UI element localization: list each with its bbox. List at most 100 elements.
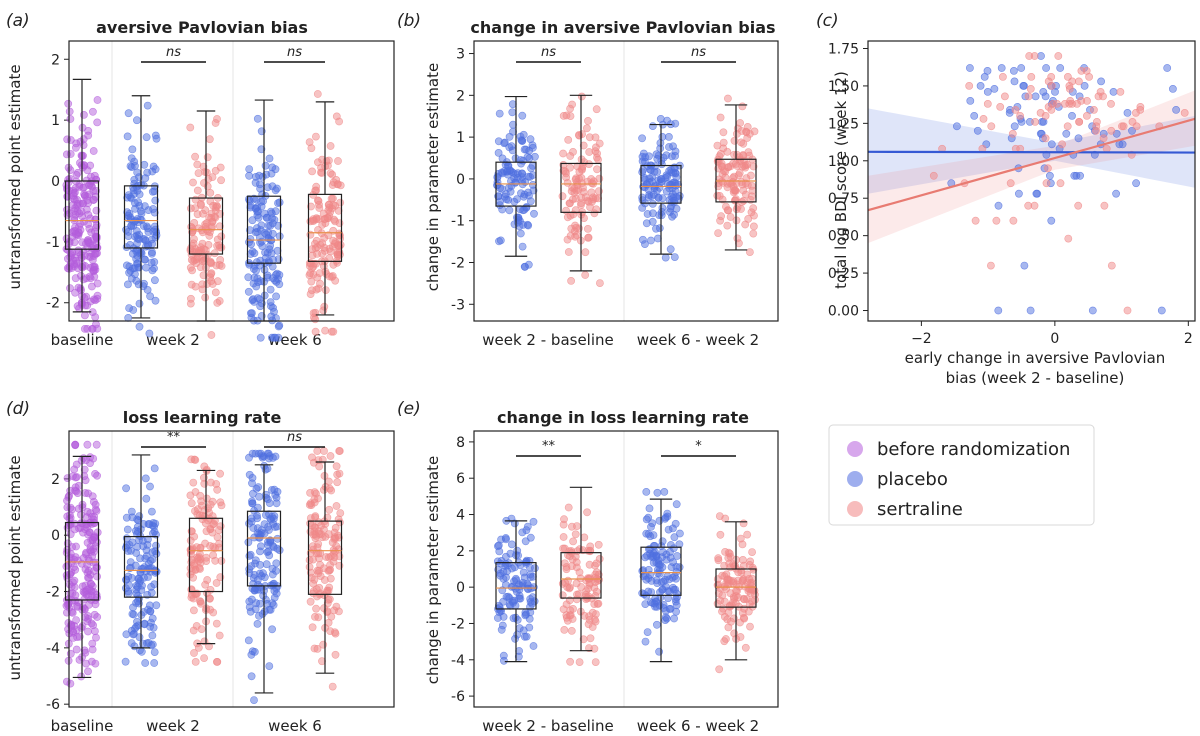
data-point-sertraline [568, 100, 576, 109]
data-point-before-randomization [90, 262, 99, 271]
data-point-placebo [676, 529, 684, 538]
data-point-placebo [520, 205, 529, 214]
data-point-sertraline [213, 235, 222, 244]
data-point-before-randomization [70, 583, 79, 591]
data-point-sertraline [193, 160, 202, 169]
data-point-sertraline [199, 271, 208, 280]
box-week-2-placebo [123, 454, 159, 649]
box-iqr [246, 510, 282, 587]
data-point-sertraline [196, 599, 205, 608]
data-point-sertraline [329, 178, 338, 187]
data-point-sertraline [319, 306, 328, 315]
data-point-before-randomization [90, 519, 99, 528]
data-point-placebo [521, 262, 529, 271]
data-point-sertraline [186, 570, 195, 579]
data-point-placebo [526, 533, 535, 542]
data-point-placebo [152, 134, 161, 143]
data-point-placebo [143, 168, 152, 177]
data-point-sertraline [191, 282, 200, 291]
panel-d-ylabel: untransformed point estimate [6, 455, 24, 680]
data-point-before-randomization [83, 561, 91, 569]
data-point-placebo [262, 213, 271, 222]
data-point-sertraline [749, 565, 758, 574]
scatter-point-sertraline [1030, 201, 1039, 210]
scatter-point-sertraline [971, 216, 980, 225]
data-point-sertraline [335, 533, 343, 542]
data-point-sertraline [192, 590, 201, 599]
scatter-point-sertraline [929, 171, 938, 180]
scatter-point-placebo [1097, 77, 1105, 86]
box-week-2-baseline-placebo [495, 95, 537, 257]
data-point-placebo [271, 207, 280, 216]
data-point-placebo [493, 172, 502, 181]
data-point-sertraline [332, 502, 341, 510]
scatter-point-placebo [1080, 82, 1089, 90]
data-point-placebo [495, 237, 503, 246]
data-point-placebo [132, 116, 141, 125]
data-point-sertraline [566, 163, 574, 172]
data-point-before-randomization [86, 579, 95, 588]
data-point-before-randomization [69, 472, 77, 481]
data-point-placebo [125, 304, 134, 312]
data-point-before-randomization [91, 215, 100, 224]
data-point-placebo [510, 577, 518, 586]
data-point-sertraline [595, 139, 604, 148]
data-point-sertraline [564, 135, 573, 144]
box-iqr [123, 536, 159, 598]
data-point-sertraline [749, 229, 758, 238]
data-point-sertraline [572, 223, 581, 232]
data-point-sertraline [313, 543, 322, 552]
y-tick-label: 2 [456, 544, 465, 560]
data-point-before-randomization [91, 469, 99, 478]
data-point-sertraline [584, 620, 593, 629]
data-point-sertraline [743, 570, 752, 579]
data-point-placebo [529, 642, 538, 650]
data-point-before-randomization [64, 99, 73, 108]
scatter-point-placebo [1157, 306, 1166, 315]
data-point-placebo [250, 249, 259, 258]
data-point-sertraline [327, 194, 336, 203]
significance-label: ns [166, 45, 181, 60]
data-point-placebo [248, 489, 257, 498]
data-point-placebo [266, 302, 275, 310]
data-point-sertraline [325, 505, 334, 514]
data-point-sertraline [202, 494, 211, 503]
data-point-sertraline [331, 524, 340, 532]
data-point-sertraline [186, 123, 195, 132]
data-point-sertraline [210, 212, 219, 221]
data-point-sertraline [594, 599, 603, 608]
scatter-point-sertraline [1092, 126, 1100, 135]
data-point-placebo [638, 168, 647, 176]
scatter-point-sertraline [1083, 112, 1091, 120]
data-point-placebo [660, 487, 669, 496]
data-point-placebo [253, 620, 262, 628]
data-point-sertraline [334, 157, 342, 165]
data-point-sertraline [594, 540, 603, 549]
data-point-sertraline [193, 510, 202, 518]
data-point-sertraline [191, 152, 199, 161]
data-point-sertraline [205, 594, 214, 603]
data-point-placebo [511, 634, 519, 643]
data-point-sertraline [729, 593, 738, 601]
data-point-placebo [123, 525, 132, 534]
data-point-sertraline [571, 530, 580, 539]
data-point-placebo [656, 144, 665, 153]
data-point-placebo [133, 259, 142, 268]
data-point-before-randomization [88, 182, 96, 191]
data-point-sertraline [591, 133, 600, 142]
data-point-sertraline [746, 248, 754, 256]
data-point-placebo [508, 597, 517, 605]
scatter-point-sertraline [1180, 109, 1189, 117]
data-point-placebo [516, 229, 525, 238]
data-point-sertraline [311, 132, 320, 141]
data-point-before-randomization [80, 595, 89, 604]
data-point-sertraline [313, 90, 322, 98]
data-point-sertraline [730, 629, 739, 638]
scatter-point-placebo [1015, 189, 1023, 198]
data-point-placebo [272, 292, 280, 301]
scatter-point-sertraline [1123, 306, 1132, 315]
data-point-sertraline [313, 447, 322, 455]
data-point-placebo [256, 547, 264, 556]
data-point-sertraline [192, 543, 201, 551]
data-point-before-randomization [81, 489, 90, 497]
